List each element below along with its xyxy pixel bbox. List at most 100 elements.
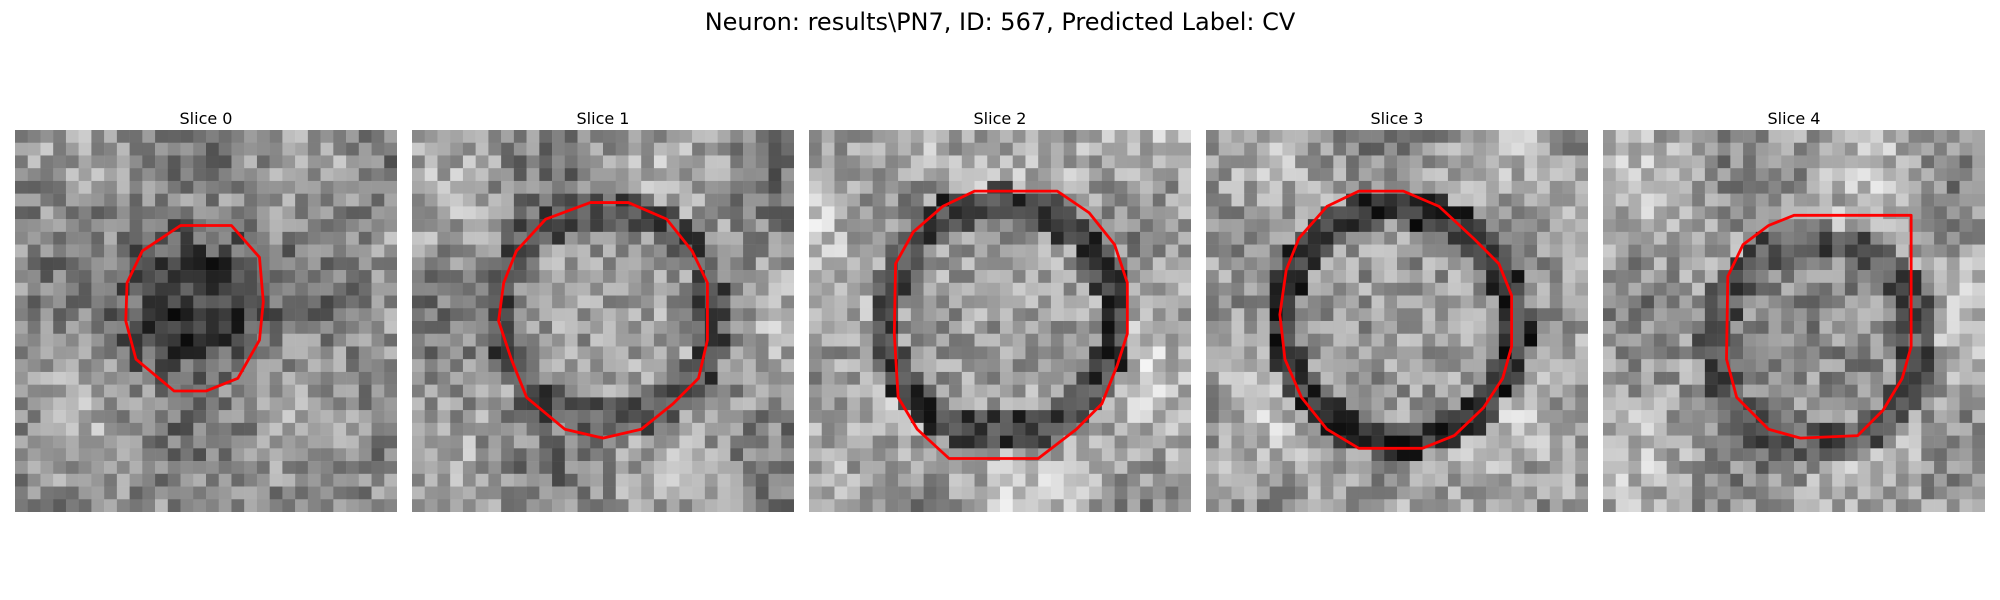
image-pixel — [1679, 308, 1693, 322]
image-pixel — [1537, 371, 1551, 385]
image-pixel — [333, 244, 347, 258]
image-pixel — [91, 168, 105, 182]
image-pixel — [437, 257, 451, 271]
image-pixel — [987, 371, 1001, 385]
image-pixel — [704, 257, 718, 271]
image-pixel — [1844, 499, 1858, 512]
image-pixel — [462, 422, 476, 436]
image-pixel — [564, 321, 578, 334]
image-pixel — [91, 448, 105, 462]
image-pixel — [1615, 422, 1629, 436]
image-pixel — [1231, 333, 1245, 347]
image-pixel — [1000, 308, 1013, 322]
image-pixel — [1537, 384, 1551, 398]
image-pixel — [307, 486, 321, 500]
image-pixel — [1730, 321, 1744, 334]
image-pixel — [1178, 270, 1191, 284]
image-pixel — [704, 193, 718, 207]
image-pixel — [809, 384, 822, 398]
image-pixel — [218, 244, 232, 258]
image-pixel — [1089, 180, 1103, 194]
image-pixel — [1140, 422, 1154, 436]
image-pixel — [1127, 219, 1141, 233]
image-pixel — [1895, 168, 1909, 182]
image-pixel — [40, 371, 54, 385]
image-pixel — [1537, 397, 1551, 411]
image-pixel — [704, 371, 718, 385]
image-pixel — [1256, 231, 1270, 245]
image-pixel — [282, 219, 296, 233]
image-pixel — [1012, 257, 1026, 271]
image-pixel — [564, 499, 578, 512]
image-pixel — [1666, 435, 1680, 449]
image-pixel — [1127, 422, 1141, 436]
image-pixel — [641, 282, 655, 296]
image-pixel — [1870, 499, 1884, 512]
image-pixel — [1679, 244, 1693, 258]
image-pixel — [358, 231, 372, 245]
image-pixel — [1844, 219, 1858, 233]
image-pixel — [603, 193, 616, 207]
image-pixel — [1460, 473, 1474, 487]
image-pixel — [641, 155, 655, 169]
image-pixel — [1704, 371, 1718, 385]
image-pixel — [1704, 308, 1718, 322]
image-pixel — [1549, 155, 1563, 169]
image-pixel — [666, 231, 680, 245]
image-pixel — [1000, 486, 1013, 500]
image-pixel — [1537, 359, 1551, 373]
image-pixel — [910, 435, 924, 449]
image-pixel — [1473, 321, 1487, 334]
image-pixel — [1498, 180, 1512, 194]
image-pixel — [1679, 257, 1693, 271]
image-pixel — [1384, 448, 1398, 462]
image-pixel — [755, 461, 769, 475]
image-pixel — [1231, 244, 1245, 258]
image-pixel — [1460, 142, 1474, 156]
image-pixel — [1295, 155, 1309, 169]
image-pixel — [1934, 435, 1948, 449]
image-pixel — [180, 486, 194, 500]
image-pixel — [1946, 435, 1960, 449]
image-pixel — [104, 410, 118, 424]
image-pixel — [358, 168, 372, 182]
image-pixel — [1806, 359, 1820, 373]
image-pixel — [847, 359, 861, 373]
image-pixel — [1575, 473, 1588, 487]
image-pixel — [371, 422, 385, 436]
image-pixel — [1231, 308, 1245, 322]
image-pixel — [1832, 486, 1846, 500]
image-pixel — [577, 270, 591, 284]
image-pixel — [231, 384, 245, 398]
image-pixel — [256, 499, 270, 512]
image-pixel — [1295, 282, 1309, 296]
image-pixel — [1063, 321, 1077, 334]
image-pixel — [1524, 193, 1538, 207]
image-pixel — [653, 180, 667, 194]
image-pixel — [104, 142, 118, 156]
image-pixel — [1012, 282, 1026, 296]
image-pixel — [1730, 231, 1744, 245]
image-pixel — [167, 422, 181, 436]
image-pixel — [704, 244, 718, 258]
image-pixel — [231, 473, 245, 487]
image-pixel — [539, 180, 553, 194]
image-pixel — [1934, 384, 1948, 398]
image-pixel — [358, 244, 372, 258]
image-pixel — [1511, 219, 1525, 233]
image-pixel — [1603, 359, 1616, 373]
image-pixel — [1140, 333, 1154, 347]
image-pixel — [1511, 321, 1525, 334]
image-pixel — [1460, 346, 1474, 360]
image-pixel — [885, 321, 899, 334]
image-pixel — [1384, 231, 1398, 245]
image-pixel — [15, 473, 28, 487]
image-pixel — [1152, 142, 1166, 156]
image-pixel — [1857, 168, 1871, 182]
image-pixel — [244, 461, 258, 475]
image-pixel — [628, 295, 642, 309]
image-pixel — [1653, 499, 1667, 512]
image-pixel — [1269, 397, 1283, 411]
image-pixel — [923, 180, 937, 194]
image-pixel — [1282, 142, 1296, 156]
